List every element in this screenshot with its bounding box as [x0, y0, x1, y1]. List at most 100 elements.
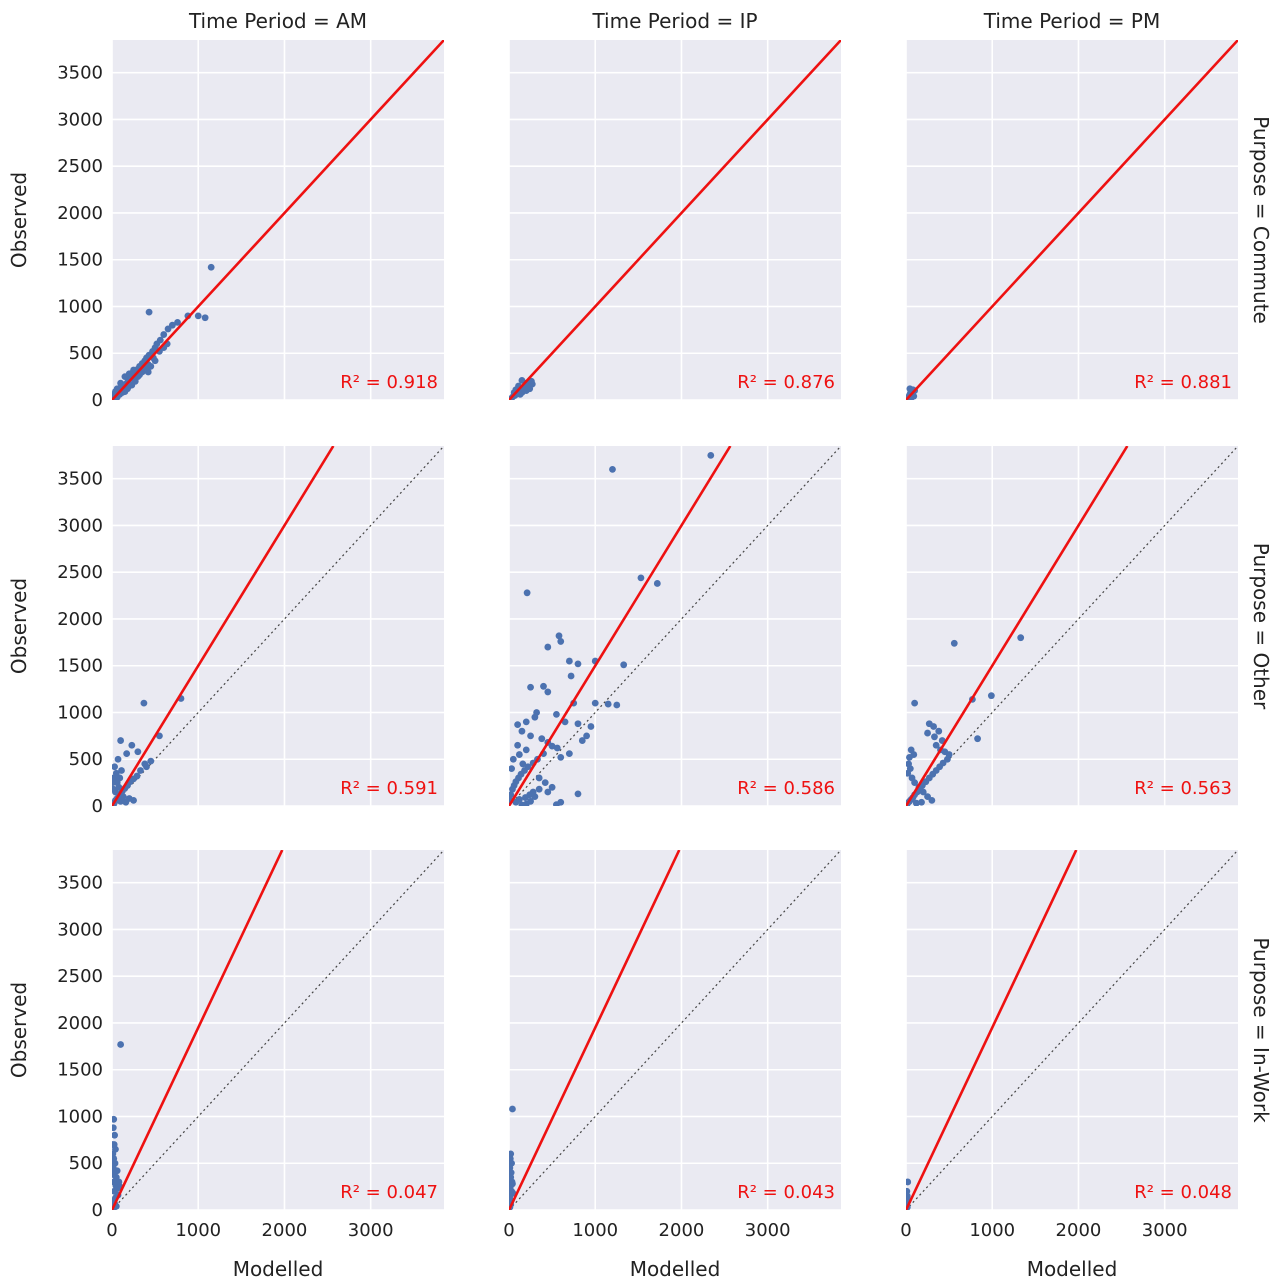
data-point	[117, 737, 125, 744]
panel-plot-area	[906, 850, 1238, 1210]
data-point	[924, 729, 931, 737]
panel-r1-c1: R² = 0.586	[508, 446, 841, 807]
data-point	[574, 660, 582, 668]
row-title: Purpose = In-Work	[1249, 937, 1273, 1123]
r2-label: R² = 0.563	[1134, 778, 1232, 799]
data-point	[553, 744, 561, 752]
y-axis-label: Observed	[7, 172, 31, 268]
panel-r0-c2: R² = 0.881	[905, 40, 1238, 401]
y-tick-label: 2000	[57, 203, 103, 224]
panel-plot-area	[112, 850, 444, 1210]
row-title: Purpose = Other	[1249, 543, 1273, 710]
data-point	[522, 718, 530, 726]
data-point	[174, 318, 181, 326]
data-point	[117, 379, 125, 387]
y-tick-label: 0	[92, 390, 103, 411]
data-point	[620, 661, 628, 669]
data-point	[591, 699, 599, 707]
y-tick-label: 1500	[57, 656, 103, 677]
data-point	[518, 801, 526, 806]
identity-line	[509, 446, 841, 806]
fit-line	[509, 40, 841, 400]
y-tick-label: 3500	[57, 63, 103, 84]
x-tick-label: 0	[503, 1220, 514, 1241]
data-point	[544, 643, 552, 651]
x-tick-label: 2000	[262, 1220, 308, 1241]
r2-label: R² = 0.591	[340, 778, 438, 799]
panel-r2-c2: R² = 0.048 0 1000 2000 3000	[900, 850, 1238, 1241]
data-point	[932, 741, 940, 749]
data-point	[112, 785, 117, 793]
y-tick-label: 1000	[57, 1106, 103, 1127]
x-tick-label: 0	[106, 1220, 117, 1241]
data-point	[535, 774, 543, 782]
y-tick-label: 2000	[57, 609, 103, 630]
y-tick-label: 2500	[57, 156, 103, 177]
identity-line	[509, 850, 841, 1210]
data-point	[574, 720, 582, 728]
data-point	[931, 733, 938, 741]
y-tick-label: 2500	[57, 966, 103, 987]
column-title: Time Period = PM	[983, 9, 1160, 33]
fit-line	[112, 446, 335, 806]
y-tick-label: 500	[69, 343, 103, 364]
data-point	[121, 373, 129, 381]
labels-layer: Time Period = AM Time Period = IP Time Per…	[7, 9, 1273, 1281]
fit-line	[509, 850, 681, 1210]
fit-line	[906, 40, 1238, 400]
data-point	[519, 760, 527, 768]
data-point	[116, 774, 124, 782]
panel-plot-area	[906, 40, 1238, 400]
data-point	[919, 788, 927, 796]
y-tick-label: 1000	[57, 296, 103, 317]
data-point	[160, 331, 168, 338]
x-tick-label: 1000	[175, 1220, 221, 1241]
data-point	[514, 741, 522, 749]
data-point	[130, 796, 137, 804]
data-point	[567, 672, 575, 680]
data-point	[207, 263, 215, 271]
data-point	[613, 701, 621, 709]
data-point	[555, 632, 563, 640]
data-point	[144, 368, 152, 376]
data-point	[930, 723, 937, 730]
x-axis-label: Modelled	[1027, 1257, 1118, 1281]
data-point	[156, 732, 163, 740]
panel-plot-area	[509, 446, 841, 806]
r2-label: R² = 0.876	[737, 372, 835, 393]
data-point	[1017, 634, 1025, 642]
y-tick-label: 0	[92, 1200, 103, 1221]
data-point	[553, 710, 560, 718]
data-point	[653, 580, 661, 587]
data-point	[918, 798, 925, 806]
data-point	[548, 783, 556, 791]
data-point	[527, 683, 534, 691]
y-tick-label: 3000	[57, 109, 103, 130]
data-point	[707, 451, 715, 459]
data-point	[523, 589, 531, 597]
data-point	[509, 785, 516, 793]
fit-line	[906, 446, 1129, 806]
y-tick-label: 0	[92, 796, 103, 817]
panel-plot-area	[112, 40, 444, 400]
data-point	[544, 788, 552, 796]
data-point	[540, 682, 547, 690]
y-tick-label: 1500	[57, 250, 103, 271]
data-point	[548, 742, 556, 750]
data-point	[521, 794, 529, 801]
data-point	[117, 797, 125, 805]
data-point	[143, 763, 150, 771]
data-point	[912, 799, 920, 806]
x-tick-label: 1000	[969, 1220, 1015, 1241]
fit-line	[112, 850, 284, 1210]
data-point	[587, 723, 595, 730]
data-point	[987, 692, 995, 700]
data-point	[544, 688, 552, 696]
data-point	[112, 1131, 118, 1139]
row-title: Purpose = Commute	[1249, 116, 1273, 324]
data-point	[128, 741, 136, 749]
data-point	[906, 1178, 912, 1186]
data-point	[509, 755, 517, 763]
r2-label: R² = 0.918	[340, 372, 438, 393]
panel-r0-c0: R² = 0.918 0 500 1000 1500 2000 2500 3000 3500	[57, 40, 444, 411]
